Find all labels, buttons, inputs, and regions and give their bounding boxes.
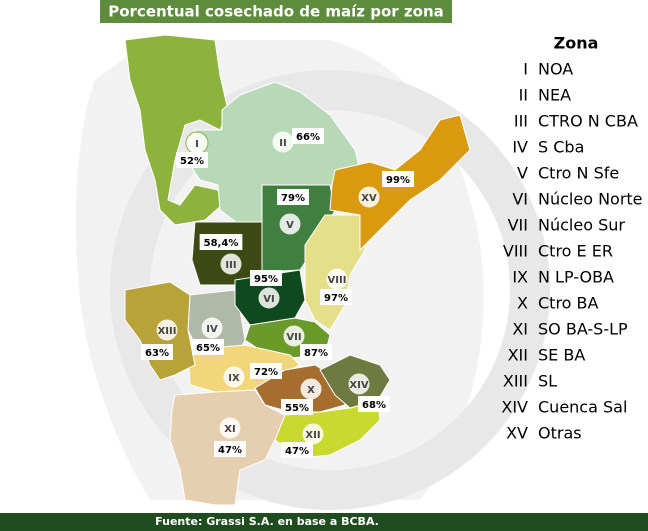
zone-marker [218, 416, 242, 440]
legend-name: Ctro N Sfe [538, 164, 619, 183]
legend-numeral: I [523, 60, 528, 79]
percent-box [292, 128, 324, 144]
zone-numeral: XIII [158, 326, 177, 337]
percent-box [199, 234, 243, 250]
percent-box [250, 363, 282, 379]
legend-numeral: XV [506, 424, 528, 443]
legend-numeral: VII [508, 216, 528, 235]
zone-percent: 63% [145, 348, 169, 359]
zone-percent: 55% [285, 403, 309, 414]
zone-marker [257, 286, 281, 310]
legend-numeral: VIII [503, 242, 528, 261]
zone-numeral: IX [228, 373, 240, 384]
percent-box [250, 270, 282, 286]
legend-numeral: VI [512, 190, 528, 209]
legend-numeral: IX [512, 268, 528, 287]
legend-name: Núcleo Sur [538, 216, 625, 235]
zone-numeral: VI [263, 294, 274, 305]
zone-percent: 47% [218, 445, 242, 456]
percent-box [277, 189, 309, 205]
zone-numeral: III [225, 260, 236, 271]
legend-numeral: V [517, 164, 528, 183]
zone-marker [282, 324, 306, 348]
zone-marker [301, 422, 325, 446]
zone-region [124, 34, 229, 226]
legend-name: Cuenca Sal [538, 398, 627, 417]
zone-marker [347, 372, 371, 396]
percent-box [300, 344, 332, 360]
legend-name: Ctro BA [538, 294, 599, 313]
zone-numeral: X [307, 385, 315, 396]
percent-box [192, 339, 224, 355]
zone-numeral: VII [286, 332, 301, 343]
zone-percent: 79% [281, 193, 305, 204]
legend-numeral: IV [512, 138, 528, 157]
zone-percent: 66% [296, 132, 320, 143]
zone-percent: 72% [254, 367, 278, 378]
zone-numeral: XV [361, 193, 377, 204]
zone-percent: 97% [324, 293, 348, 304]
legend: I NOA II NEA III CTRO N CBA IV S Cba V Ctro N Sfe… [501, 60, 642, 443]
legend-name: SO BA-S-LP [538, 320, 628, 339]
percent-box [358, 396, 390, 412]
zone-numeral: V [286, 220, 294, 231]
legend-name: SE BA [538, 346, 585, 365]
zone-percent: 87% [304, 348, 328, 359]
zone-percent: 47% [285, 446, 309, 457]
zone-marker [222, 365, 246, 389]
legend-title: Zona [554, 34, 599, 53]
zone-marker [155, 318, 179, 342]
zone-percent: 99% [386, 175, 410, 186]
source: Fuente: Grassi S.A. en base a BCBA. [155, 515, 379, 528]
legend-numeral: II [519, 86, 528, 105]
legend-name: S Cba [538, 138, 584, 157]
legend-numeral: XIII [503, 372, 528, 391]
legend-name: Otras [538, 424, 582, 443]
zone-numeral: II [279, 138, 286, 149]
legend-numeral: XII [508, 346, 528, 365]
zone-numeral: XII [305, 430, 320, 441]
title-bar [100, 0, 452, 23]
zone-percent: 95% [254, 274, 278, 285]
footer-bar [0, 513, 648, 531]
zone-percent: 68% [362, 400, 386, 411]
legend-name: NEA [538, 86, 571, 105]
percent-box [281, 442, 313, 458]
percent-box [382, 171, 414, 187]
zone-numeral: I [195, 139, 199, 150]
legend-name: SL [538, 372, 557, 391]
legend-numeral: X [517, 294, 528, 313]
zone-marker [278, 212, 302, 236]
legend-numeral: XI [512, 320, 528, 339]
legend-name: Núcleo Norte [538, 190, 643, 209]
zone-percent: 52% [180, 156, 204, 167]
percent-box [176, 152, 208, 168]
legend-name: CTRO N CBA [538, 112, 638, 131]
legend-numeral: XIV [501, 398, 528, 417]
zone-numeral: IV [206, 324, 218, 335]
zone-percent: 58,4% [204, 238, 239, 249]
percent-box [214, 441, 246, 457]
title: Porcentual cosechado de maíz por zona [108, 3, 444, 21]
zone-percent: 65% [196, 343, 220, 354]
zone-marker [357, 185, 381, 209]
legend-numeral: III [514, 112, 528, 131]
zone-numeral: XIV [349, 380, 368, 391]
zone-numeral: VIII [328, 275, 347, 286]
percent-box [141, 344, 173, 360]
zone-numeral: XI [224, 424, 235, 435]
legend-name: NOA [538, 60, 573, 79]
zone-marker [219, 252, 243, 276]
legend-name: N LP-OBA [538, 268, 614, 287]
percent-box [281, 399, 313, 415]
percent-box [320, 289, 352, 305]
legend-name: Ctro E ER [538, 242, 613, 261]
